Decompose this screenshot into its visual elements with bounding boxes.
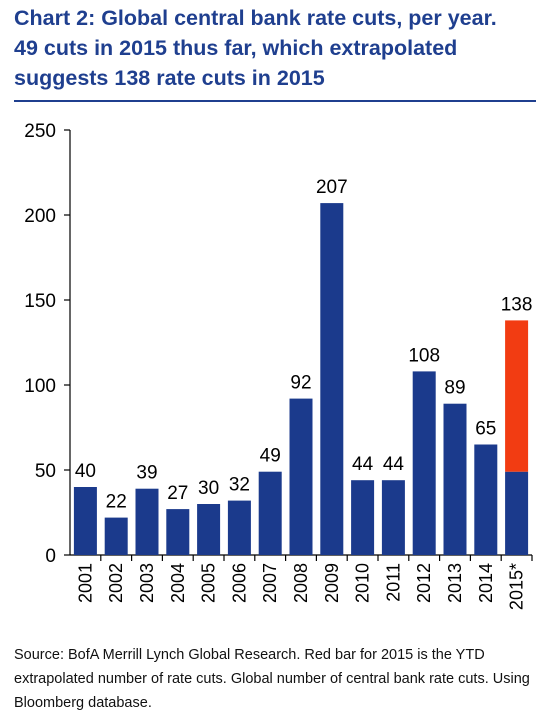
x-tick-label: 2012 bbox=[414, 563, 434, 603]
data-label: 32 bbox=[229, 475, 250, 496]
bar bbox=[104, 517, 128, 555]
y-tick-label: 250 bbox=[24, 121, 56, 142]
data-label: 44 bbox=[383, 454, 405, 475]
x-tick-label: 2001 bbox=[75, 563, 95, 603]
title-line-2: 49 cuts in 2015 thus far, which extrapol… bbox=[14, 36, 458, 60]
bar bbox=[197, 504, 221, 555]
x-tick-label: 2002 bbox=[106, 563, 126, 603]
bar bbox=[505, 471, 529, 555]
x-tick-label: 2013 bbox=[445, 563, 465, 603]
data-label: 108 bbox=[408, 345, 440, 366]
x-tick-label: 2015* bbox=[507, 563, 527, 610]
bar-extrapolated bbox=[505, 320, 529, 472]
x-tick-label: 2008 bbox=[291, 563, 311, 603]
bar bbox=[381, 480, 405, 555]
bar bbox=[474, 444, 498, 555]
title-line-3: suggests 138 rate cuts in 2015 bbox=[14, 66, 325, 90]
title-underline bbox=[14, 100, 536, 102]
bar bbox=[135, 488, 159, 555]
y-tick-label: 0 bbox=[45, 546, 56, 567]
x-tick-label: 2005 bbox=[199, 563, 219, 603]
x-tick-label: 2014 bbox=[476, 563, 496, 603]
y-tick-label: 200 bbox=[24, 206, 56, 227]
x-tick-label: 2009 bbox=[322, 563, 342, 603]
data-label: 40 bbox=[75, 461, 96, 482]
source-note: Source: BofA Merrill Lynch Global Resear… bbox=[14, 647, 530, 711]
data-label: 92 bbox=[290, 373, 311, 394]
bar bbox=[227, 500, 251, 555]
data-label: 44 bbox=[352, 454, 374, 475]
data-label: 30 bbox=[198, 478, 219, 499]
x-tick-label: 2011 bbox=[383, 563, 403, 602]
bar bbox=[258, 471, 282, 555]
bar bbox=[73, 487, 97, 555]
x-tick-label: 2006 bbox=[229, 563, 249, 603]
bar bbox=[166, 509, 190, 555]
bar bbox=[443, 403, 467, 555]
bar bbox=[412, 371, 436, 555]
x-tick-label: 2004 bbox=[168, 563, 188, 603]
title-line-1: Chart 2: Global central bank rate cuts, … bbox=[14, 6, 497, 30]
chart-title: Chart 2: Global central bank rate cuts, … bbox=[14, 3, 534, 93]
data-label: 49 bbox=[260, 446, 281, 467]
data-label: 89 bbox=[444, 378, 465, 399]
data-label: 65 bbox=[475, 419, 496, 440]
y-tick-label: 150 bbox=[24, 291, 56, 312]
bar bbox=[320, 203, 344, 555]
data-label: 22 bbox=[106, 492, 127, 513]
x-tick-label: 2007 bbox=[260, 563, 280, 603]
bar-chart: 0 50 100 150 200 250 40 2001 22 2002 39 2003 27 2004 3… bbox=[24, 121, 533, 610]
y-tick-label: 100 bbox=[24, 376, 56, 397]
x-tick-label: 2010 bbox=[353, 563, 373, 603]
bar bbox=[289, 398, 313, 555]
data-label: 207 bbox=[316, 177, 348, 198]
bar bbox=[351, 480, 375, 555]
data-label: 27 bbox=[167, 483, 188, 504]
data-label: 39 bbox=[136, 463, 157, 484]
data-label: 138 bbox=[501, 294, 533, 315]
y-tick-label: 50 bbox=[35, 461, 56, 482]
x-tick-label: 2003 bbox=[137, 563, 157, 603]
